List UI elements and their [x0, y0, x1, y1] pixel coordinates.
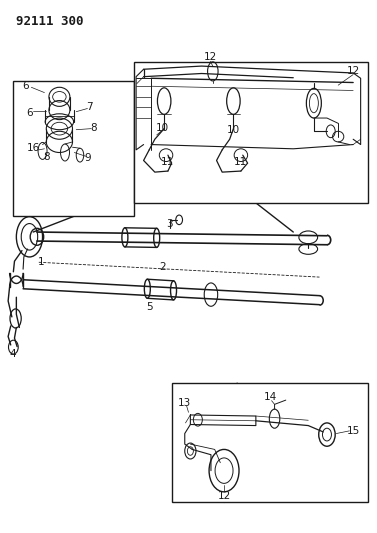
Text: 16: 16: [26, 143, 40, 154]
Text: 6: 6: [22, 81, 29, 91]
Text: 11: 11: [234, 157, 248, 167]
Text: 9: 9: [84, 153, 91, 163]
Text: 1: 1: [37, 257, 44, 267]
Text: 8: 8: [43, 152, 50, 162]
Text: 5: 5: [146, 302, 153, 312]
Text: 10: 10: [156, 123, 169, 133]
Text: 15: 15: [346, 426, 360, 436]
Bar: [12, 81, 134, 216]
Text: 10: 10: [227, 125, 240, 135]
Text: 2: 2: [159, 262, 166, 271]
Text: 6: 6: [26, 108, 33, 118]
Bar: [172, 383, 368, 503]
Text: 11: 11: [161, 157, 175, 167]
Text: 12: 12: [346, 67, 360, 76]
Text: 12: 12: [218, 490, 231, 500]
Text: 7: 7: [86, 102, 93, 112]
Bar: [134, 62, 368, 203]
Text: 12: 12: [204, 52, 217, 62]
Text: 14: 14: [264, 392, 277, 402]
Text: 8: 8: [90, 123, 97, 133]
Text: 92111 300: 92111 300: [16, 14, 84, 28]
Text: 13: 13: [178, 398, 192, 408]
Text: 4: 4: [9, 349, 16, 359]
Text: 3: 3: [167, 219, 173, 229]
